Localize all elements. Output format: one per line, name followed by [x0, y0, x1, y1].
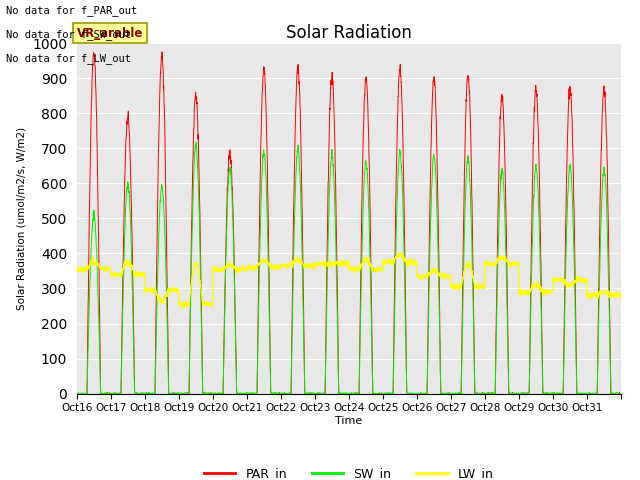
Legend: PAR_in, SW_in, LW_in: PAR_in, SW_in, LW_in — [199, 462, 499, 480]
X-axis label: Time: Time — [335, 416, 362, 426]
Y-axis label: Solar Radiation (umol/m2/s, W/m2): Solar Radiation (umol/m2/s, W/m2) — [17, 127, 26, 310]
Text: VR_arable: VR_arable — [77, 27, 143, 40]
Text: No data for f_PAR_out: No data for f_PAR_out — [6, 5, 138, 16]
Text: No data for f_SW_out: No data for f_SW_out — [6, 29, 131, 40]
Title: Solar Radiation: Solar Radiation — [286, 24, 412, 42]
Text: No data for f_LW_out: No data for f_LW_out — [6, 53, 131, 64]
